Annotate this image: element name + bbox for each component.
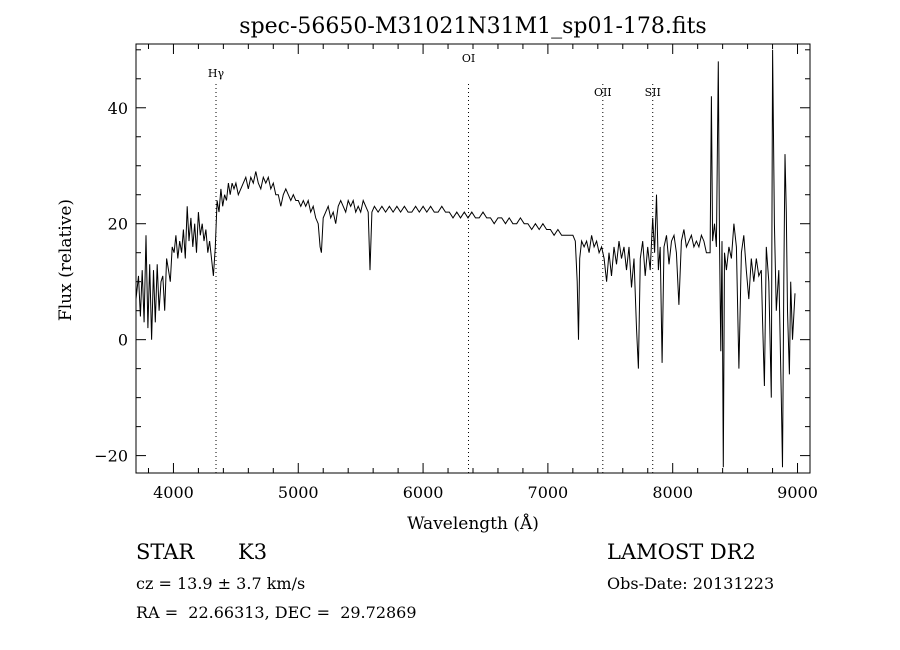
x-tick-label: 6000 — [403, 483, 444, 502]
chart-title: spec-56650-M31021N31M1_sp01-178.fits — [239, 14, 706, 39]
spectrum-line — [135, 49, 796, 468]
y-tick-label: 40 — [108, 99, 128, 118]
spectral-line-label: OI — [462, 52, 475, 65]
plot-frame — [135, 43, 811, 474]
x-axis-label: Wavelength (Å) — [407, 513, 539, 534]
redshift-info: cz = 13.9 ± 3.7 km/s — [136, 574, 306, 593]
x-tick-label: 4000 — [153, 483, 194, 502]
spectral-line-label: Hγ — [208, 67, 225, 80]
y-tick-label: 0 — [118, 331, 128, 350]
obs-date-info: Obs-Date: 20131223 — [607, 574, 775, 593]
x-tick-label: 7000 — [528, 483, 569, 502]
survey-label: LAMOST DR2 — [607, 540, 756, 564]
x-tick-label: 5000 — [278, 483, 319, 502]
class-label: STAR — [136, 540, 195, 564]
spectral-line-label: SII — [645, 86, 661, 99]
coordinates-info: RA = 22.66313, DEC = 29.72869 — [136, 603, 417, 622]
y-tick-label: −20 — [94, 447, 128, 466]
y-tick-label: 20 — [108, 215, 128, 234]
spectral-line-label: OII — [594, 86, 612, 99]
y-axis-label: Flux (relative) — [56, 199, 76, 321]
x-tick-label: 8000 — [652, 483, 693, 502]
x-tick-label: 9000 — [777, 483, 818, 502]
subclass-label: K3 — [238, 540, 268, 564]
